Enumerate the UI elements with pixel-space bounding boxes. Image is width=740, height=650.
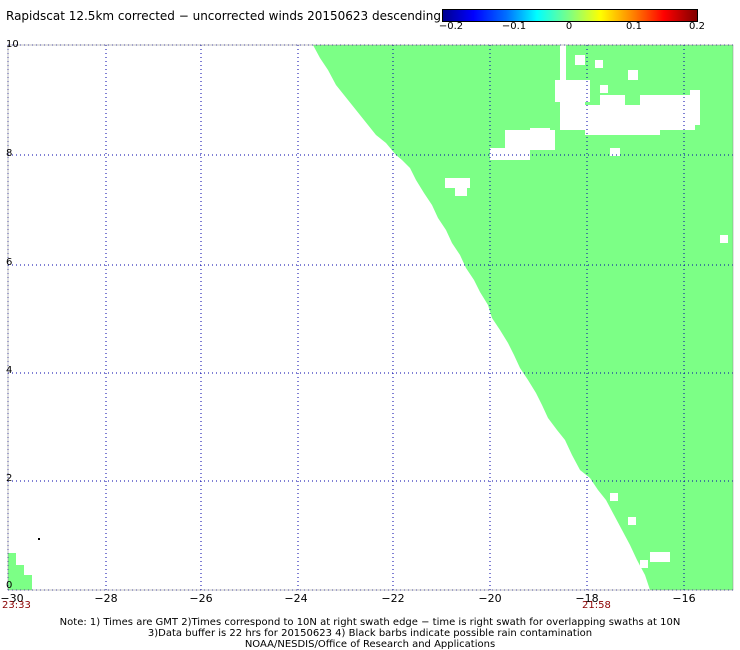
x-tick: −22 xyxy=(381,592,405,605)
colorbar xyxy=(442,9,698,22)
map-title: Rapidscat 12.5km corrected − uncorrected… xyxy=(6,9,441,23)
swath-gap xyxy=(720,235,728,243)
swath-gap xyxy=(490,148,530,160)
swath-gap xyxy=(600,95,625,110)
swath-gap xyxy=(650,552,670,562)
colorbar-label-min: −0.2 xyxy=(438,21,464,32)
x-tick: −18 xyxy=(575,592,599,605)
x-tick: −26 xyxy=(189,592,213,605)
swath-region xyxy=(313,45,733,590)
swath-gap xyxy=(690,90,700,100)
y-tick: 0 xyxy=(6,580,13,591)
x-tick: −20 xyxy=(478,592,502,605)
x-tick: −24 xyxy=(284,592,308,605)
y-tick: 6 xyxy=(6,257,13,268)
y-tick: 4 xyxy=(6,365,13,376)
swath-gap xyxy=(600,85,608,93)
colorbar-label-max: 0.2 xyxy=(689,21,705,32)
swath-area xyxy=(8,45,733,590)
swath-gap xyxy=(610,148,620,156)
colorbar-label-zero: 0 xyxy=(565,21,573,32)
y-tick: 8 xyxy=(6,148,13,159)
rain-barb xyxy=(38,538,40,540)
swath-gap xyxy=(628,70,638,80)
y-tick: 2 xyxy=(6,473,13,484)
time-left: 23:33 xyxy=(2,600,31,611)
swath-gap xyxy=(530,128,550,140)
swath-gap xyxy=(640,560,648,568)
x-tick: −28 xyxy=(94,592,118,605)
swath-gap xyxy=(610,493,618,501)
map-frame xyxy=(7,44,734,591)
colorbar-label-neg: −0.1 xyxy=(501,21,527,32)
swath-gap xyxy=(455,188,467,196)
swath-gap xyxy=(445,178,470,188)
x-tick: −30 xyxy=(0,592,24,605)
x-tick: −16 xyxy=(672,592,696,605)
time-right: 21:58 xyxy=(582,600,611,611)
y-tick: 10 xyxy=(6,39,19,50)
note-line-3: NOAA/NESDIS/Office of Research and Appli… xyxy=(244,639,496,650)
swath-gap xyxy=(575,55,585,65)
swath-gap xyxy=(660,110,695,130)
note-line-1: Note: 1) Times are GMT 2)Times correspon… xyxy=(59,617,681,628)
swath-gap xyxy=(560,95,585,130)
swath-gap xyxy=(560,45,566,85)
note-line-2: 3)Data buffer is 22 hrs for 20150623 4) … xyxy=(147,628,593,639)
swath-gap xyxy=(595,60,603,68)
swath-region xyxy=(8,553,32,590)
colorbar-label-pos: 0.1 xyxy=(626,21,642,32)
swath-gap xyxy=(628,517,636,525)
